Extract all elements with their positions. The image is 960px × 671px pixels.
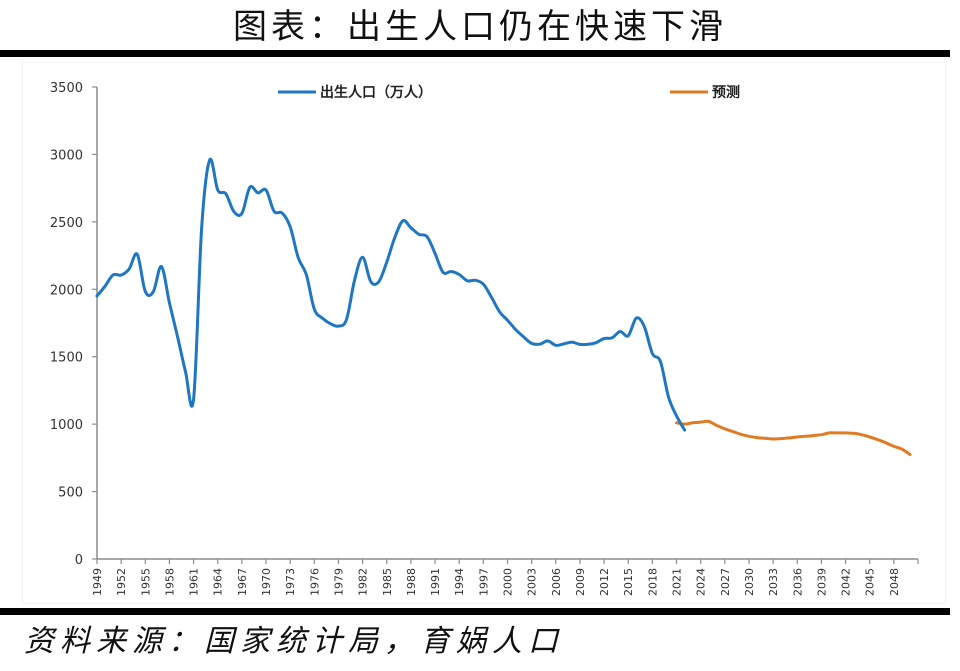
x-tick-label: 1991 <box>429 568 442 596</box>
y-tick-label: 500 <box>58 486 83 501</box>
x-tick-label: 1979 <box>332 568 345 596</box>
line-chart: 0 500 1000 1500 2000 2500 3000 3500 1949 1952 1955… <box>50 81 919 596</box>
x-tick-label: 1982 <box>357 568 370 596</box>
births-line <box>95 157 687 432</box>
x-tick-label: 1997 <box>477 568 490 596</box>
legend-label: 预测 <box>712 84 740 101</box>
y-tick-label: 1500 <box>50 351 83 366</box>
x-tick-label: 2000 <box>502 568 515 596</box>
y-tick-label: 2500 <box>50 216 83 231</box>
legend-label: 出生人口（万人） <box>320 84 432 101</box>
x-tick-label: 2012 <box>598 568 611 596</box>
y-tick-label: 1000 <box>50 418 83 433</box>
x-tick-label: 2006 <box>550 568 563 596</box>
x-tick-label: 1994 <box>453 568 466 596</box>
x-tick-label: 1949 <box>91 568 104 596</box>
y-tick-label: 0 <box>75 553 83 568</box>
x-tick-label: 2042 <box>840 568 853 596</box>
bottom-divider <box>0 608 950 615</box>
x-tick-label: 1988 <box>405 568 418 596</box>
x-tick-label: 1961 <box>188 568 201 596</box>
chart-title: 图表：出生人口仍在快速下滑 <box>233 7 727 47</box>
x-tick-label: 2030 <box>743 568 756 596</box>
x-tick-label: 1955 <box>139 568 152 596</box>
x-tick-label: 2024 <box>695 568 708 596</box>
x-tick-label: 2045 <box>864 568 877 596</box>
x-tick-label: 1964 <box>212 568 225 596</box>
y-tick-label: 3500 <box>50 81 83 96</box>
x-tick-label: 2027 <box>719 568 732 596</box>
x-tick-label: 1967 <box>236 568 249 596</box>
x-tick-label: 2021 <box>671 568 684 596</box>
x-tick-label: 1973 <box>284 568 297 596</box>
x-tick-label: 2009 <box>574 568 587 596</box>
legend-item-births: 出生人口（万人） <box>278 84 432 101</box>
x-tick-label: 1976 <box>308 568 321 596</box>
x-tick-label: 1952 <box>115 568 128 596</box>
x-tick-label: 1958 <box>163 568 176 596</box>
chart-area: 0 500 1000 1500 2000 2500 3000 3500 1949 1952 1955… <box>22 62 946 604</box>
legend-item-forecast: 预测 <box>670 84 740 101</box>
x-tick-label: 1970 <box>260 568 273 596</box>
x-tick-label: 1985 <box>381 568 394 596</box>
source-note: 资料来源：国家统计局，育娲人口 <box>24 624 564 659</box>
x-tick-label: 2048 <box>888 568 901 596</box>
x-tick-label: 2018 <box>646 568 659 596</box>
top-divider <box>0 50 950 57</box>
y-tick-label: 3000 <box>50 148 83 163</box>
x-tick-label: 2003 <box>526 568 539 596</box>
x-tick-label: 2039 <box>815 568 828 596</box>
x-tick-label: 2033 <box>767 568 780 596</box>
y-tick-label: 2000 <box>50 283 83 298</box>
x-tick-label: 2036 <box>791 568 804 596</box>
x-tick-label: 2015 <box>622 568 635 596</box>
forecast-line <box>675 419 912 456</box>
